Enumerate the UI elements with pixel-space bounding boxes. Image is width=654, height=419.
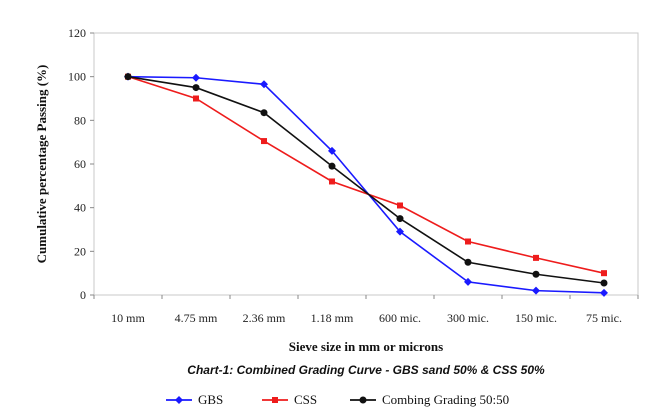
combined-point: [464, 258, 472, 266]
css-point: [465, 238, 471, 245]
combined-point: [396, 215, 404, 223]
gbs-point: [396, 227, 404, 236]
combined-point: [532, 270, 540, 278]
chart-caption: Chart-1: Combined Grading Curve - GBS sa…: [187, 363, 545, 377]
x-tick-label: 75 mic.: [586, 311, 622, 325]
legend-gbs-point: [175, 396, 183, 404]
x-tick-label: 150 mic.: [515, 311, 557, 325]
css-point: [261, 138, 267, 145]
legend-css-point: [272, 397, 278, 403]
combined-line: [127, 75, 605, 284]
legend-label: CSS: [294, 392, 317, 407]
combined-point: [600, 279, 608, 287]
combined-point: [192, 84, 200, 92]
x-tick-label: 600 mic.: [379, 311, 421, 325]
combined-series: [124, 73, 608, 287]
gbs-point: [192, 73, 200, 82]
gbs-point: [464, 277, 472, 286]
y-tick-label: 120: [68, 26, 86, 40]
legend: GBS CSS Combing Grading 50:50: [166, 392, 509, 407]
x-tick-label: 300 mic.: [447, 311, 489, 325]
legend-label: Combing Grading 50:50: [382, 392, 509, 407]
combined-point: [328, 162, 336, 170]
x-tick-label: 1.18 mm: [311, 311, 354, 325]
gbs-point: [600, 288, 608, 297]
gbs-point: [260, 80, 268, 89]
legend-combined-point: [359, 396, 367, 404]
gbs-point: [328, 146, 336, 155]
gbs-line: [127, 75, 605, 294]
x-tick-label: 2.36 mm: [243, 311, 286, 325]
legend-label: GBS: [198, 392, 223, 407]
combined-point: [124, 73, 132, 81]
y-axis-ticks: 0 20 40 60 80 100 120: [68, 26, 94, 302]
x-axis-ticks: 10 mm 4.75 mm 2.36 mm 1.18 mm 600 mic. 300 mi…: [93, 295, 639, 325]
series-layer: [124, 72, 608, 297]
combined-point: [260, 109, 268, 117]
css-point: [397, 202, 403, 209]
legend-item-gbs: GBS: [166, 392, 223, 407]
css-point: [329, 178, 335, 185]
legend-item-combined: Combing Grading 50:50: [350, 392, 509, 407]
x-tick-label: 10 mm: [111, 311, 145, 325]
css-point: [193, 95, 199, 102]
legend-item-css: CSS: [262, 392, 317, 407]
gbs-point: [532, 286, 540, 295]
plot-area: [93, 32, 639, 296]
y-tick-label: 60: [74, 157, 86, 171]
y-axis-title: Cumulative percentage Passing (%): [34, 65, 49, 264]
y-tick-label: 100: [68, 70, 86, 84]
y-tick-label: 80: [74, 113, 86, 127]
x-axis-title: Sieve size in mm or microns: [289, 339, 443, 354]
css-line: [127, 75, 605, 274]
y-tick-label: 40: [74, 201, 86, 215]
y-tick-label: 0: [80, 288, 86, 302]
css-point: [601, 270, 607, 277]
y-tick-label: 20: [74, 244, 86, 258]
css-point: [533, 254, 539, 261]
x-tick-label: 4.75 mm: [175, 311, 218, 325]
